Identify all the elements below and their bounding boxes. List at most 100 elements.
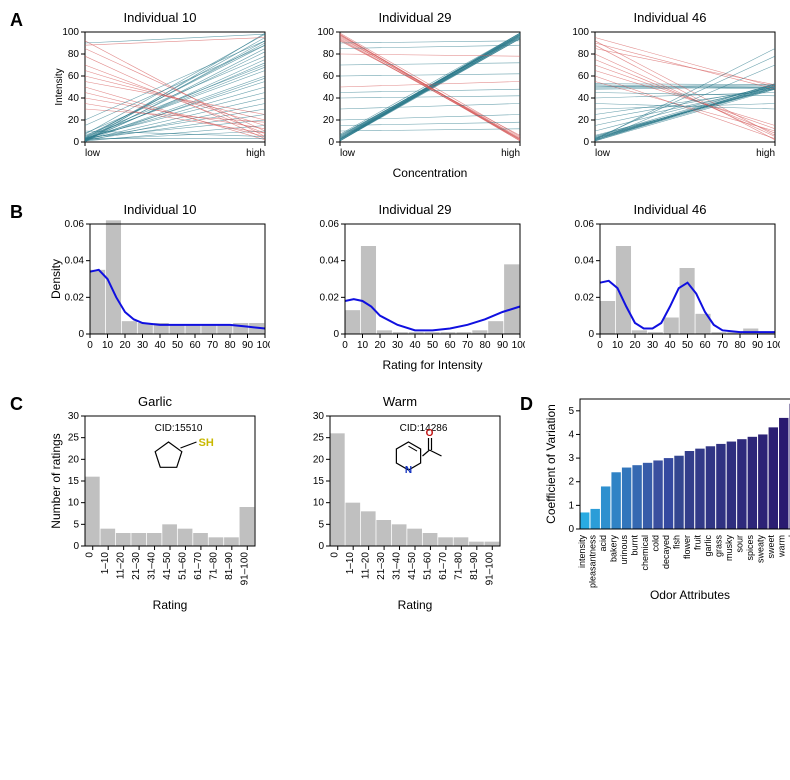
svg-text:60: 60 xyxy=(189,340,201,351)
svg-text:1–10: 1–10 xyxy=(100,552,111,575)
svg-text:Density: Density xyxy=(50,259,63,299)
svg-text:11–20: 11–20 xyxy=(116,552,127,580)
panel-label-d: D xyxy=(520,394,533,415)
svg-text:high: high xyxy=(246,148,265,159)
svg-text:25: 25 xyxy=(313,433,325,444)
svg-text:0: 0 xyxy=(85,552,96,558)
svg-text:0: 0 xyxy=(87,340,93,351)
svg-text:10: 10 xyxy=(68,498,80,509)
svg-text:100: 100 xyxy=(62,27,79,38)
panel-title: Individual 46 xyxy=(560,10,780,25)
svg-text:61–70: 61–70 xyxy=(193,552,204,580)
svg-text:70: 70 xyxy=(717,340,729,351)
svg-text:Odor Attributes: Odor Attributes xyxy=(650,588,730,602)
svg-text:0.02: 0.02 xyxy=(575,292,595,303)
panel-b-1: Individual 2900.020.040.0601020304050607… xyxy=(305,202,525,374)
svg-text:CID:14286: CID:14286 xyxy=(400,423,448,434)
svg-text:0: 0 xyxy=(588,329,594,340)
svg-text:0: 0 xyxy=(342,340,348,351)
panel-b-0: Individual 1000.020.040.0601020304050607… xyxy=(50,202,270,374)
svg-text:5: 5 xyxy=(568,406,574,417)
svg-text:O: O xyxy=(426,428,434,439)
svg-text:5: 5 xyxy=(73,519,79,530)
panel-title: Individual 29 xyxy=(305,10,525,25)
svg-text:flower: flower xyxy=(682,535,692,559)
panel-c-1: Warm05101520253001–1011–2021–3031–4041–5… xyxy=(295,394,505,616)
panel-b-2: Individual 4600.020.040.0601020304050607… xyxy=(560,202,780,374)
svg-text:CID:15510: CID:15510 xyxy=(155,423,203,434)
svg-text:10: 10 xyxy=(357,340,369,351)
svg-text:100: 100 xyxy=(317,27,334,38)
svg-text:5: 5 xyxy=(318,519,324,530)
svg-text:spices: spices xyxy=(745,535,755,561)
svg-text:80: 80 xyxy=(578,49,590,60)
svg-text:51–60: 51–60 xyxy=(422,552,433,580)
svg-text:1: 1 xyxy=(568,500,574,511)
panel-c-0: Garlic05101520253001–1011–2021–3031–4041… xyxy=(50,394,260,616)
svg-text:30: 30 xyxy=(647,340,659,351)
panel-title: Warm xyxy=(295,394,505,409)
svg-text:Rating: Rating xyxy=(398,598,433,612)
figure: A Individual 10020406080100lowhighIntens… xyxy=(10,10,780,616)
svg-text:Concentration: Concentration xyxy=(393,166,468,180)
svg-text:0: 0 xyxy=(318,541,324,552)
svg-text:20: 20 xyxy=(323,115,335,126)
svg-text:0: 0 xyxy=(568,524,574,535)
svg-text:60: 60 xyxy=(699,340,711,351)
svg-text:60: 60 xyxy=(68,71,80,82)
svg-text:41–50: 41–50 xyxy=(162,552,173,580)
svg-text:100: 100 xyxy=(767,340,780,351)
panel-label-c: C xyxy=(10,394,23,415)
svg-text:20: 20 xyxy=(119,340,131,351)
panel-title: Garlic xyxy=(50,394,260,409)
svg-text:low: low xyxy=(340,148,356,159)
svg-text:0: 0 xyxy=(78,329,84,340)
svg-text:50: 50 xyxy=(427,340,439,351)
svg-text:80: 80 xyxy=(224,340,236,351)
svg-text:cold: cold xyxy=(651,535,661,552)
svg-text:high: high xyxy=(501,148,520,159)
row-a: A Individual 10020406080100lowhighIntens… xyxy=(10,10,780,182)
svg-text:0.06: 0.06 xyxy=(320,219,340,230)
panel-a-1: Individual 29020406080100lowhighConcentr… xyxy=(305,10,525,182)
svg-text:100: 100 xyxy=(572,27,589,38)
svg-text:Number of ratings: Number of ratings xyxy=(50,433,63,528)
svg-text:warm: warm xyxy=(776,535,786,558)
svg-text:60: 60 xyxy=(578,71,590,82)
svg-text:burnt: burnt xyxy=(630,535,640,556)
row-b: B Individual 1000.020.040.06010203040506… xyxy=(10,202,780,374)
svg-text:30: 30 xyxy=(392,340,404,351)
svg-text:80: 80 xyxy=(323,49,335,60)
svg-text:Rating: Rating xyxy=(153,598,188,612)
svg-text:20: 20 xyxy=(374,340,386,351)
svg-text:0.04: 0.04 xyxy=(575,256,595,267)
svg-text:40: 40 xyxy=(409,340,421,351)
svg-text:71–80: 71–80 xyxy=(453,552,464,580)
panel-title: Individual 10 xyxy=(50,10,270,25)
svg-text:30: 30 xyxy=(137,340,149,351)
svg-text:0.02: 0.02 xyxy=(320,292,340,303)
svg-text:sweet: sweet xyxy=(766,535,776,559)
svg-text:70: 70 xyxy=(462,340,474,351)
panel-title: Individual 29 xyxy=(305,202,525,217)
svg-text:41–50: 41–50 xyxy=(407,552,418,580)
panel-label-a: A xyxy=(10,10,23,31)
svg-text:urinous: urinous xyxy=(619,535,629,565)
svg-text:Coefficient of Variation: Coefficient of Variation xyxy=(545,404,558,524)
svg-text:0: 0 xyxy=(597,340,603,351)
svg-text:Intensity: Intensity xyxy=(54,68,65,105)
svg-text:high: high xyxy=(756,148,775,159)
svg-text:20: 20 xyxy=(313,454,325,465)
svg-text:Rating for Intensity: Rating for Intensity xyxy=(382,358,482,372)
svg-text:chemical: chemical xyxy=(640,535,650,571)
svg-text:31–40: 31–40 xyxy=(147,552,158,580)
svg-text:10: 10 xyxy=(313,498,325,509)
svg-text:40: 40 xyxy=(664,340,676,351)
svg-text:100: 100 xyxy=(512,340,525,351)
panel-title: Individual 10 xyxy=(50,202,270,217)
svg-text:15: 15 xyxy=(313,476,325,487)
svg-text:50: 50 xyxy=(172,340,184,351)
svg-text:21–30: 21–30 xyxy=(376,552,387,580)
svg-text:20: 20 xyxy=(629,340,641,351)
svg-text:sour: sour xyxy=(734,535,744,553)
